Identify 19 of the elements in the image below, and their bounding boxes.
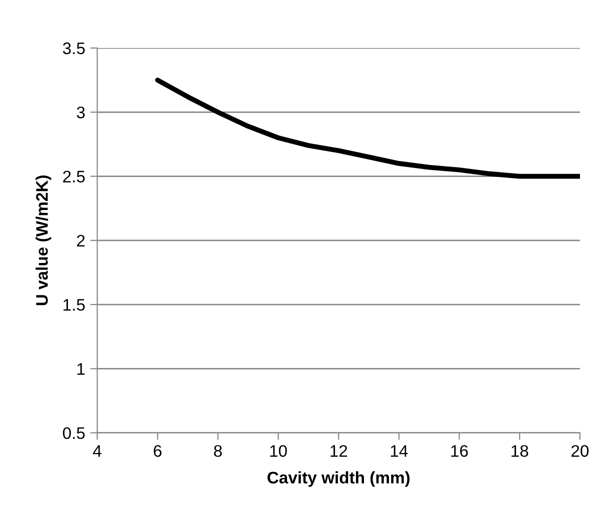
x-tick-label: 10 xyxy=(270,445,287,457)
y-tick-label: 1.5 xyxy=(64,299,85,311)
y-tick-label: 0.5 xyxy=(62,427,85,440)
x-tick-label: 6 xyxy=(154,445,162,457)
y-tick-label: 3.5 xyxy=(62,42,85,54)
x-tick-label: 12 xyxy=(330,445,348,457)
x-tick-label: 20 xyxy=(572,445,589,457)
x-tick-label: 14 xyxy=(390,445,408,457)
y-tick-label: 2 xyxy=(77,234,85,246)
x-tick-label: 18 xyxy=(512,445,528,457)
y-tick-label: 1 xyxy=(77,363,85,375)
y-axis-title: U value (W/m2K) xyxy=(36,176,52,306)
x-tick-label: 16 xyxy=(451,445,468,457)
line-series xyxy=(155,78,580,179)
y-tick-label: 3 xyxy=(76,106,85,118)
y-tick-label: 2.5 xyxy=(63,170,85,182)
x-axis-title: Cavity width (mm) xyxy=(268,471,410,487)
x-tick-label: 4 xyxy=(93,445,102,457)
x-tick-label: 8 xyxy=(214,445,222,457)
